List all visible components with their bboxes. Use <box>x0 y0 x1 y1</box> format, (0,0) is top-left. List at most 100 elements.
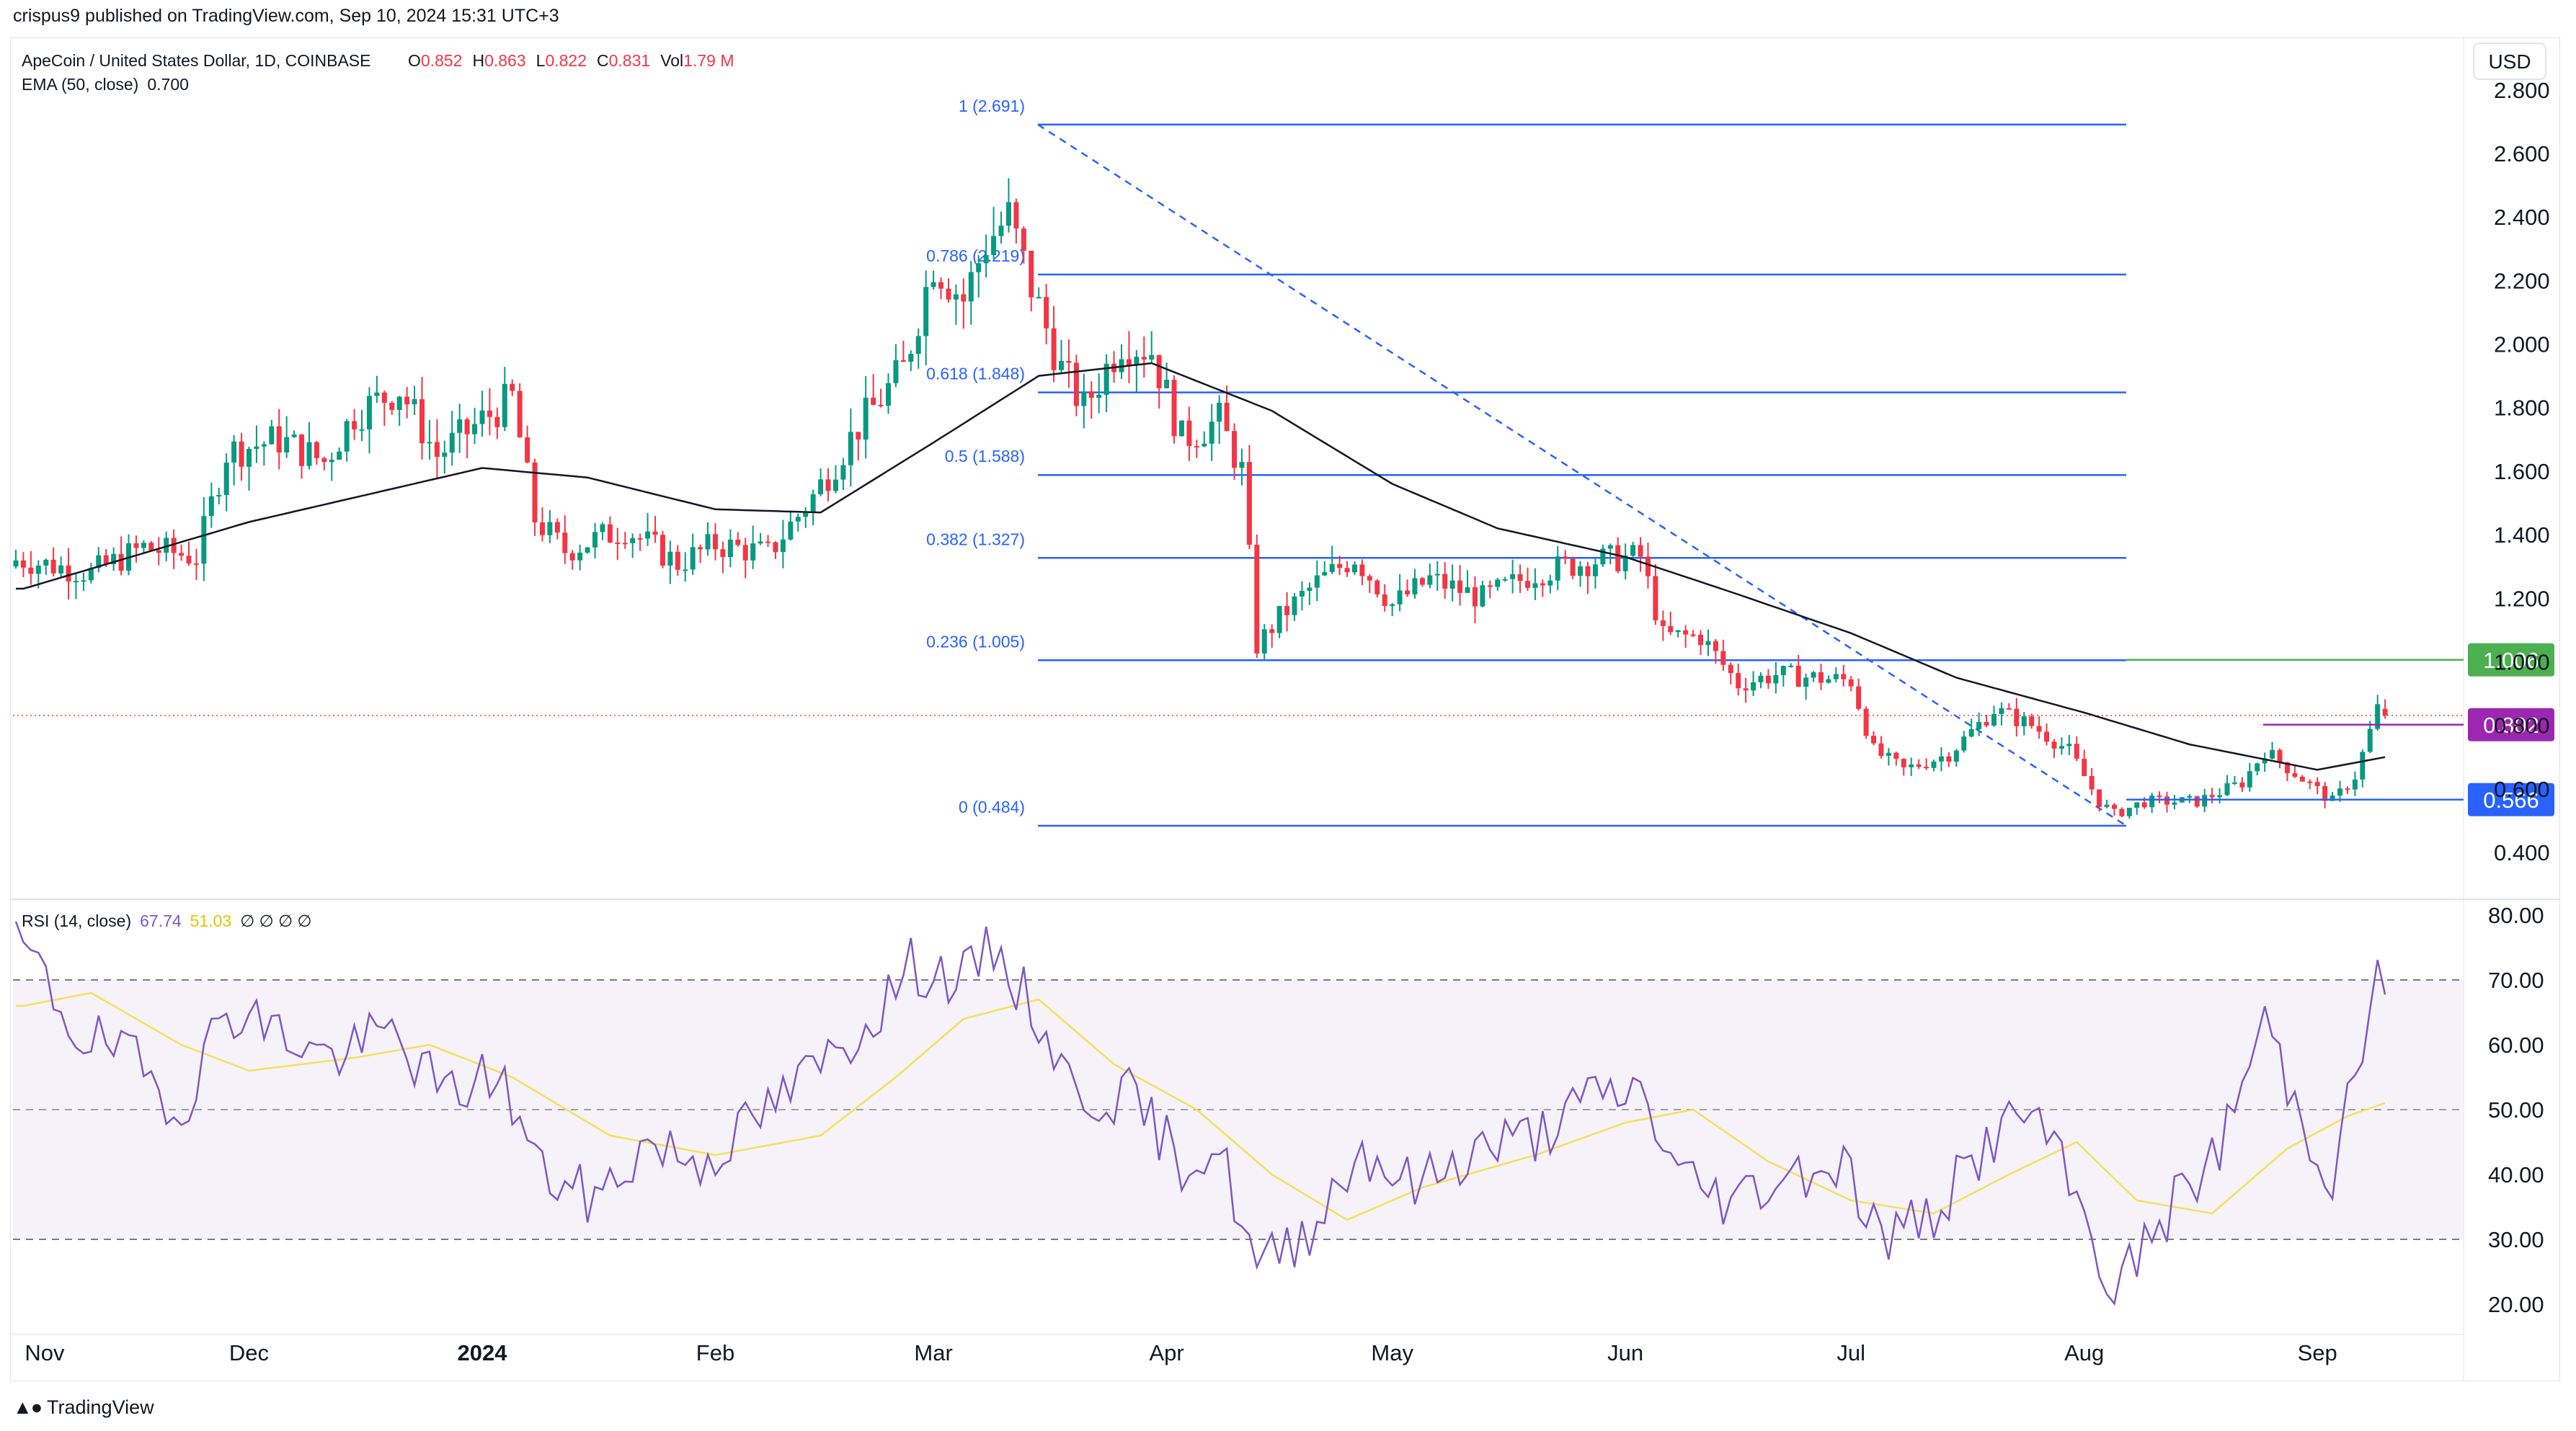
candle <box>321 456 327 471</box>
candle <box>773 541 778 559</box>
candle-body <box>998 226 1004 236</box>
candle-body <box>2149 795 2155 808</box>
price-axis[interactable]: 2.800 2.600 2.400 2.200 2.000 1.800 1.600 1.400… <box>2494 78 2550 865</box>
candle <box>510 379 515 396</box>
candle-body <box>216 495 222 497</box>
candle <box>1299 581 1305 611</box>
candle-body <box>412 399 417 405</box>
candle-body <box>381 392 387 403</box>
candle-body <box>1630 545 1636 556</box>
marker-tag <box>2468 643 2554 677</box>
candle-body <box>1457 580 1463 593</box>
candle <box>2209 788 2215 803</box>
candle <box>156 537 161 566</box>
candle <box>1856 678 1862 711</box>
candle <box>389 401 395 415</box>
candle <box>938 277 944 300</box>
candle-body <box>1344 568 1350 573</box>
candle <box>878 388 884 408</box>
fib-trend-line[interactable] <box>1037 123 2127 827</box>
candle-body <box>502 383 507 427</box>
currency-button[interactable]: USD <box>2473 43 2546 80</box>
candle-body <box>2082 759 2087 776</box>
candle-body <box>2329 795 2335 801</box>
candle <box>2255 762 2260 776</box>
candle-body <box>1592 564 1598 576</box>
candle <box>193 548 199 581</box>
candle <box>2194 795 2200 808</box>
candle-body <box>1134 357 1140 366</box>
candle-body <box>1299 591 1305 597</box>
candle <box>381 390 387 427</box>
candle <box>1953 749 1959 767</box>
candle-body <box>803 512 809 517</box>
candle-body <box>1916 764 1922 767</box>
candle <box>1202 431 1207 447</box>
candle-body <box>630 538 636 543</box>
candle <box>2217 788 2223 803</box>
candle-body <box>223 463 229 496</box>
candle <box>577 545 583 571</box>
candle <box>2051 739 2057 758</box>
fib-level-label: 0.786 (2.219) <box>926 246 1025 265</box>
ema-label: EMA (50, close) <box>22 75 138 94</box>
candle <box>374 375 380 404</box>
candle <box>1938 747 1944 772</box>
candle <box>1668 611 1674 636</box>
candle-body <box>2345 788 2350 790</box>
candle-body <box>1284 605 1290 615</box>
candle-body <box>1434 574 1440 576</box>
tradingview-logo[interactable]: ▲● TradingView <box>13 1396 154 1419</box>
candle <box>2074 736 2079 762</box>
candle-body <box>419 399 425 444</box>
candle <box>2382 699 2388 719</box>
candle-body <box>2058 746 2064 749</box>
candle-body <box>569 553 575 561</box>
rsi-axis[interactable]: 80.00 70.00 60.00 50.00 40.00 30.00 20.00 <box>2488 903 2544 1317</box>
time-axis[interactable]: Nov Dec 2024 Feb Mar Apr May Jun Jul Aug Sep <box>25 1340 2337 1365</box>
candle <box>652 516 658 543</box>
candle <box>1600 544 1606 568</box>
candle-body <box>690 547 696 570</box>
tradingview-brand: TradingView <box>47 1396 154 1418</box>
candle-body <box>396 396 402 410</box>
candle-body <box>1405 590 1411 594</box>
candle-body <box>133 543 139 548</box>
candle-body <box>1232 431 1238 468</box>
candle <box>1811 671 1816 682</box>
candle <box>66 548 71 599</box>
candle-body <box>554 522 560 533</box>
candle-body <box>758 541 763 544</box>
candle-body <box>750 543 756 561</box>
candle <box>1803 673 1809 700</box>
candle-body <box>1156 355 1162 388</box>
candle-body <box>487 410 492 417</box>
candle-body <box>780 539 786 553</box>
candle <box>712 523 718 561</box>
candle-body <box>291 434 297 437</box>
candle <box>246 446 252 491</box>
fibonacci-retracement[interactable]: 1 (2.691) 0.786 (2.219) 0.618 (1.848) 0.5 (… <box>13 97 2464 827</box>
candle <box>991 207 997 259</box>
candle <box>998 211 1004 244</box>
candle-body <box>532 462 538 523</box>
candle-body <box>1878 743 1884 757</box>
fib-level-label: 0.236 (1.005) <box>926 632 1025 651</box>
candle <box>2270 741 2275 759</box>
candle-body <box>1795 665 1801 687</box>
candle-body <box>66 565 71 582</box>
candle-body <box>547 522 553 535</box>
candle-body <box>2097 789 2102 807</box>
candle <box>1532 568 1538 600</box>
candle <box>1186 406 1192 461</box>
candle <box>1126 331 1132 383</box>
candle <box>111 547 117 571</box>
candle <box>1863 706 1869 739</box>
marker-tag-label: 0.802 <box>2483 713 2539 738</box>
candle-body <box>1931 761 1937 768</box>
candle <box>1765 669 1771 690</box>
candle-body <box>2157 795 2162 798</box>
candle-body <box>1668 625 1674 633</box>
candle-body <box>2277 749 2283 763</box>
